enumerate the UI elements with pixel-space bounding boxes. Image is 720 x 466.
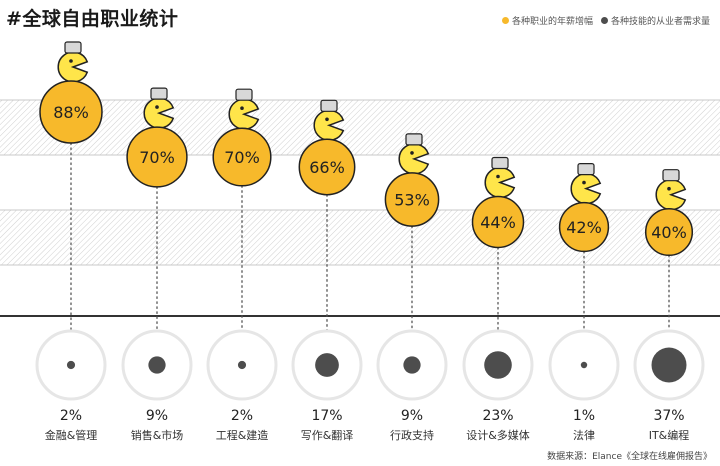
calculator-icon	[64, 41, 82, 54]
salary-bubble	[212, 127, 272, 187]
legend-swatch-demand	[600, 17, 608, 24]
gavel-wig-icon	[577, 163, 595, 176]
category-label: IT&编程	[649, 428, 690, 442]
category-label: 工程&建造	[216, 428, 269, 442]
category-group: 53% 9% 行政支持	[376, 133, 448, 442]
character-head	[57, 51, 89, 83]
legend-label-demand: 各种技能的从业者需求量	[610, 17, 710, 27]
clipboard-shape	[150, 87, 168, 100]
character-head	[398, 143, 430, 175]
salary-label: 40%	[651, 223, 687, 242]
character-eye	[325, 117, 329, 122]
salary-bubble	[471, 195, 525, 249]
legend-item-demand: 各种技能的从业者需求量	[600, 14, 710, 27]
category-label: 销售&市场	[131, 428, 184, 442]
category-label: 设计&多媒体	[466, 428, 530, 442]
legend: 各种职业的年薪增幅 各种技能的从业者需求量	[501, 14, 710, 27]
salary-bubble	[558, 201, 610, 253]
legend-item-salary: 各种职业的年薪增幅	[501, 14, 593, 27]
phone-icon	[405, 133, 423, 146]
demand-dot	[237, 360, 247, 370]
character-head	[228, 98, 260, 130]
chart-marks: 88% 2% 金融&管理 70% 9% 销售&市场 70% 2% 工程&建造 66% 17% 写作&翻…	[35, 41, 705, 442]
demand-dot	[148, 356, 166, 374]
character-head	[313, 109, 345, 142]
phone-shape	[405, 133, 423, 146]
wrench-helmet-shape	[235, 88, 253, 101]
character-eye	[667, 186, 671, 191]
category-group: 66% 17% 写作&翻译	[291, 99, 363, 442]
hardhat-shape	[662, 169, 680, 182]
category-label: 写作&翻译	[301, 428, 354, 442]
character-head	[143, 97, 175, 129]
salary-label: 66%	[309, 158, 345, 177]
legend-swatch-salary	[501, 17, 509, 24]
demand-value-label: 17%	[311, 408, 342, 424]
demand-dot	[66, 360, 76, 370]
pencil-cap-shape	[491, 156, 509, 170]
character-head	[570, 172, 602, 205]
character-head	[655, 178, 687, 211]
demand-value-label: 9%	[401, 408, 423, 424]
page-title: #全球自由职业统计	[6, 8, 179, 30]
salary-label: 42%	[566, 218, 602, 237]
pencil-cap-icon	[491, 156, 509, 170]
character-eye	[69, 59, 73, 63]
salary-bubble	[298, 138, 356, 196]
salary-label: 44%	[480, 213, 516, 232]
salary-bubble	[39, 80, 103, 144]
hatch-band-1	[0, 100, 720, 155]
demand-dot	[403, 356, 421, 374]
demand-value-label: 9%	[146, 408, 168, 424]
salary-bubble	[644, 207, 694, 257]
demand-value-label: 2%	[231, 408, 253, 424]
category-group: 88% 2% 金融&管理	[35, 41, 107, 442]
demand-dot	[484, 351, 512, 379]
category-label: 法律	[573, 428, 595, 442]
category-group: 44% 23% 设计&多媒体	[462, 156, 534, 442]
demand-dot	[315, 353, 339, 377]
background-bands	[0, 99, 720, 317]
demand-value-label: 37%	[653, 408, 684, 424]
character-eye	[240, 106, 244, 110]
salary-label: 53%	[394, 191, 430, 210]
legend-label-salary: 各种职业的年薪增幅	[511, 17, 593, 27]
wrench-helmet-icon	[235, 88, 253, 101]
category-group: 42% 1% 法律	[548, 163, 620, 442]
category-group: 70% 2% 工程&建造	[206, 88, 278, 442]
category-label: 金融&管理	[45, 428, 98, 442]
salary-label: 70%	[139, 148, 175, 167]
salary-bubble	[384, 172, 440, 227]
hardhat-icon	[662, 169, 680, 182]
category-group: 40% 37% IT&编程	[633, 169, 705, 442]
character-head	[484, 166, 516, 199]
salary-bubble	[126, 126, 188, 188]
demand-dot	[580, 361, 588, 369]
character-eye	[155, 105, 159, 109]
character-eye	[582, 180, 586, 185]
character-eye	[496, 174, 500, 179]
source-note: 数据来源：Elance《全球在线雇佣报告》	[547, 452, 712, 462]
salary-label: 88%	[53, 103, 89, 122]
demand-value-label: 1%	[573, 408, 595, 424]
demand-dot	[651, 347, 687, 383]
pen-helmet-shape	[320, 99, 338, 112]
demand-value-label: 23%	[482, 408, 513, 424]
calculator-shape	[64, 41, 82, 54]
gavel-wig-shape	[577, 163, 595, 176]
salary-label: 70%	[224, 148, 260, 167]
pen-helmet-icon	[320, 99, 338, 112]
character-eye	[410, 151, 414, 155]
demand-value-label: 2%	[60, 408, 82, 424]
clipboard-icon	[150, 87, 168, 100]
category-label: 行政支持	[390, 428, 434, 442]
category-group: 70% 9% 销售&市场	[121, 87, 193, 442]
hatch-band-2	[0, 210, 720, 265]
